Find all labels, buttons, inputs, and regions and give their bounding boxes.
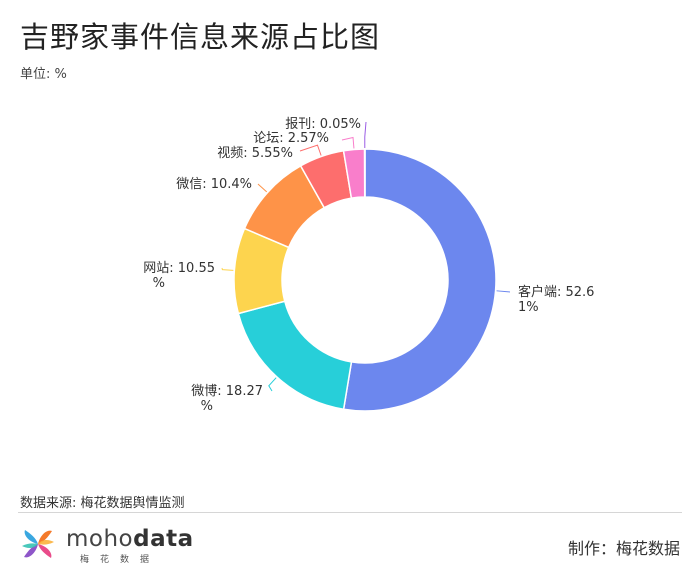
slice-label-2: 微博: 18.27%: [191, 384, 263, 414]
unit-label: 单位: %: [20, 67, 67, 82]
credit-label: 制作：梅花数据: [567, 539, 680, 558]
mohodata-logo: mohodata 梅花数据: [18, 522, 193, 568]
slice-label-5: 视频: 5.55%: [217, 146, 293, 161]
leader-line-3: [221, 267, 234, 271]
leader-line-6: [341, 136, 355, 149]
slice-label-3: 网站: 10.55%: [143, 261, 215, 291]
data-source: 数据来源: 梅花数据舆情监测: [20, 496, 185, 511]
leader-line-5: [299, 144, 322, 156]
pinwheel-logo-icon: [22, 530, 54, 558]
donut-chart: 客户端: 52.6 1% 微博: 18.27 % 网站: 10.55 % 微信: 10.4%…: [143, 117, 594, 414]
slice-label-7: 报刊: 0.05%: [285, 117, 361, 132]
logo-subtitle: 梅花数据: [80, 555, 161, 565]
chart-title: 吉野家事件信息来源占比图: [20, 20, 381, 54]
footer-divider: [18, 512, 682, 513]
leader-line-2: [268, 377, 277, 392]
slice-label-4: 微信: 10.4%: [176, 177, 252, 192]
leader-line-7: [364, 121, 367, 149]
slice-label-6: 论坛: 2.57%: [253, 131, 329, 146]
logo-wordmark: mohodata: [66, 526, 194, 552]
leader-line-4: [257, 183, 268, 193]
leader-line-1: [496, 290, 511, 293]
donut-slice-1: [342, 148, 497, 412]
slice-label-1: 客户端: 52.6 1%: [518, 284, 594, 315]
